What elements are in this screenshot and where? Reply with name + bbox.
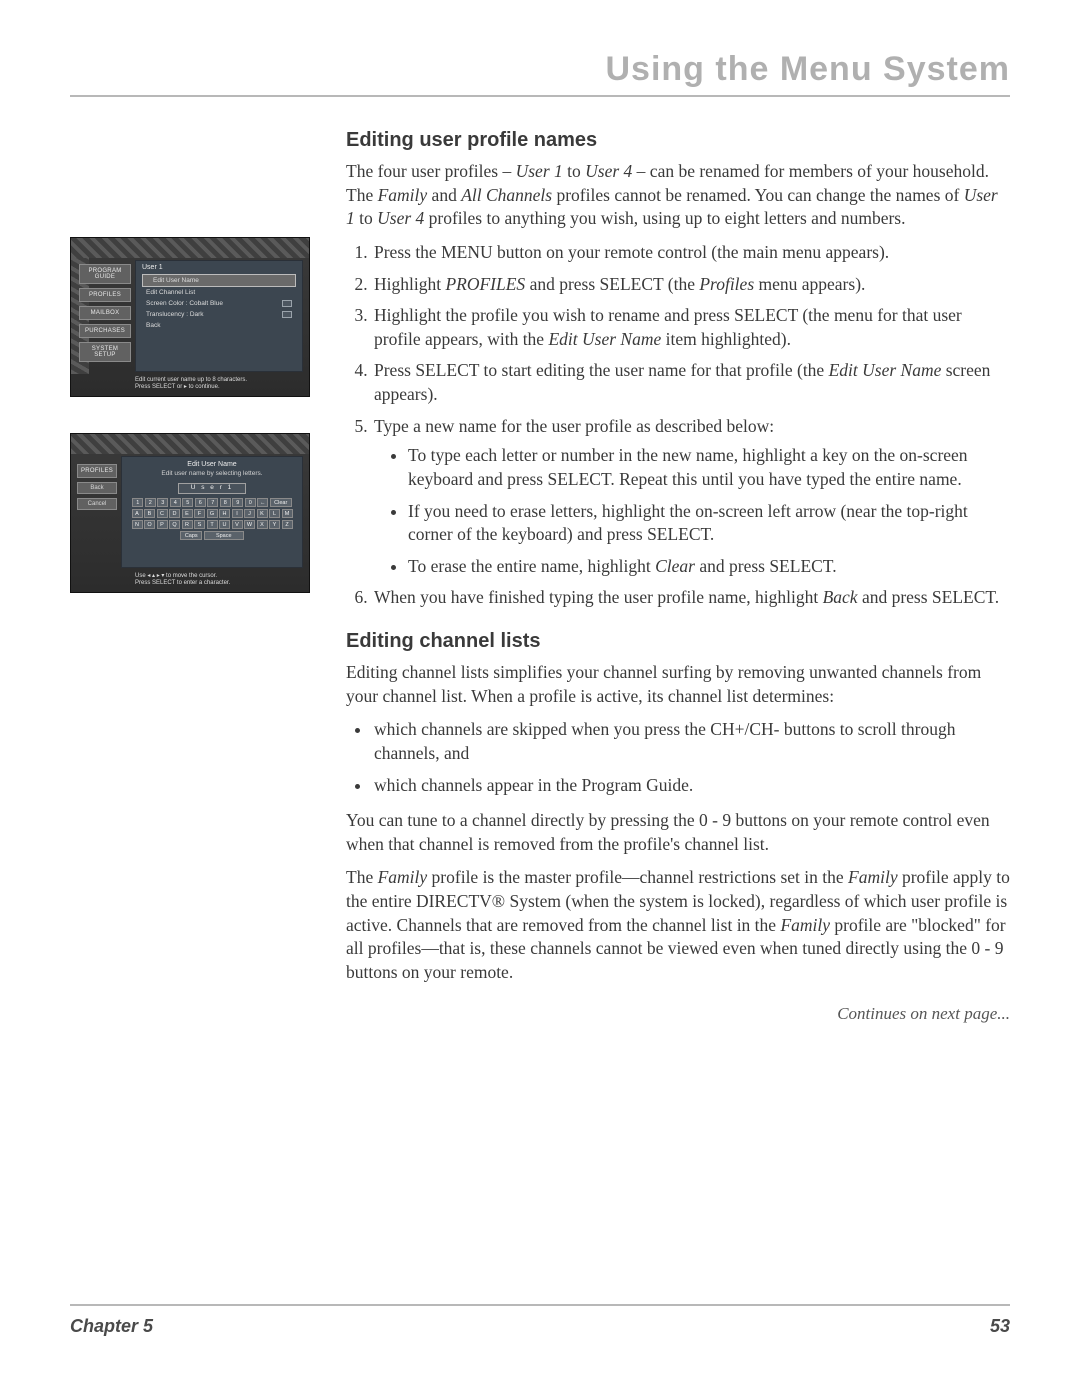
figure2-sub: Edit user name by selecting letters.: [122, 470, 302, 481]
content-column: Editing user profile names The four user…: [346, 127, 1010, 1025]
figure1-row: Back: [136, 320, 302, 331]
figure1-tab: PURCHASES: [79, 324, 131, 338]
keyboard-key: 0: [245, 498, 256, 507]
keyboard-key: B: [144, 509, 155, 518]
section2-p1: Editing channel lists simplifies your ch…: [346, 661, 1010, 708]
figure1-row: Screen Color : Cobalt Blue: [136, 298, 302, 309]
figures-column: PROGRAMGUIDEPROFILESMAILBOXPURCHASESSYST…: [70, 127, 310, 1025]
figure2-title: Edit User Name: [122, 457, 302, 470]
page-footer: Chapter 5 53: [70, 1304, 1010, 1337]
step-item: Press the MENU button on your remote con…: [372, 241, 1010, 265]
keyboard-key: H: [219, 509, 230, 518]
two-column-layout: PROGRAMGUIDEPROFILESMAILBOXPURCHASESSYST…: [70, 127, 1010, 1025]
keyboard-key: 4: [170, 498, 181, 507]
keyboard-key: K: [257, 509, 268, 518]
continues-note: Continues on next page...: [346, 1003, 1010, 1026]
figure2-side: Back: [77, 482, 117, 494]
sub-bullet: If you need to erase letters, highlight …: [408, 500, 1010, 547]
keyboard-key: Q: [169, 520, 180, 529]
keyboard-key: M: [282, 509, 293, 518]
keyboard-key: I: [232, 509, 243, 518]
keyboard-key: 9: [232, 498, 243, 507]
heading-edit-channel-lists: Editing channel lists: [346, 628, 1010, 655]
figure1-row: Edit User Name: [142, 274, 296, 287]
keyboard-key: 8: [220, 498, 231, 507]
keyboard-key: 5: [182, 498, 193, 507]
keyboard-key: 1: [132, 498, 143, 507]
keyboard-key: T: [207, 520, 218, 529]
section1-steps: Press the MENU button on your remote con…: [346, 241, 1010, 610]
sub-bullet: To erase the entire name, highlight Clea…: [408, 555, 1010, 579]
keyboard-key: D: [169, 509, 180, 518]
figure2-input: U s e r 1: [178, 483, 246, 494]
keyboard-key: 3: [157, 498, 168, 507]
keyboard-key: ←: [257, 498, 268, 507]
keyboard-key: U: [219, 520, 230, 529]
keyboard-key: G: [207, 509, 218, 518]
keyboard-key: R: [182, 520, 193, 529]
keyboard-key: Clear: [270, 498, 292, 507]
figure2-side: PROFILES: [77, 464, 117, 478]
section2-p3: The Family profile is the master profile…: [346, 866, 1010, 984]
keyboard-key: V: [232, 520, 243, 529]
figure1-tab: PROGRAMGUIDE: [79, 264, 131, 284]
section2-p2: You can tune to a channel directly by pr…: [346, 809, 1010, 856]
section1-intro: The four user profiles – User 1 to User …: [346, 160, 1010, 231]
step-item: Type a new name for the user profile as …: [372, 415, 1010, 579]
figure1-hint1: Edit current user name up to 8 character…: [135, 377, 303, 384]
figure2-hint2: Press SELECT to enter a character.: [135, 580, 303, 587]
sub-bullet: To type each letter or number in the new…: [408, 444, 1010, 491]
keyboard-key: F: [194, 509, 205, 518]
figure2-side: Cancel: [77, 498, 117, 510]
step-item: Highlight the profile you wish to rename…: [372, 304, 1010, 351]
figure1-tab: PROFILES: [79, 288, 131, 302]
section2-bullets: which channels are skipped when you pres…: [346, 718, 1010, 797]
keyboard-key: X: [257, 520, 268, 529]
footer-chapter: Chapter 5: [70, 1316, 153, 1337]
keyboard-key: N: [132, 520, 143, 529]
keyboard-key: S: [194, 520, 205, 529]
keyboard-key: 6: [195, 498, 206, 507]
step-item: Highlight PROFILES and press SELECT (the…: [372, 273, 1010, 297]
keyboard-key: L: [269, 509, 280, 518]
figure1-title: User 1: [136, 261, 302, 274]
keyboard-key: O: [144, 520, 155, 529]
figure1-tab: SYSTEMSETUP: [79, 342, 131, 362]
keyboard-key: Y: [269, 520, 280, 529]
figure-profile-menu: PROGRAMGUIDE PROFILES MAILBOX PURCHASES SYST…: [70, 237, 310, 397]
keyboard-key: J: [244, 509, 255, 518]
page-header-title: Using the Menu System: [70, 50, 1010, 97]
keyboard-key: Space: [204, 531, 244, 540]
figure1-row: Edit Channel List: [136, 287, 302, 298]
keyboard-key: W: [244, 520, 255, 529]
figure1-hint2: Press SELECT or ▸ to continue.: [135, 384, 303, 391]
section2-bullet: which channels appear in the Program Gui…: [372, 774, 1010, 798]
keyboard-key: Caps: [180, 531, 202, 540]
section2-bullet: which channels are skipped when you pres…: [372, 718, 1010, 765]
keyboard-key: E: [182, 509, 193, 518]
keyboard-key: 7: [207, 498, 218, 507]
heading-edit-profile-names: Editing user profile names: [346, 127, 1010, 154]
figure1-row: Translucency : Dark: [136, 309, 302, 320]
step-item: Press SELECT to start editing the user n…: [372, 359, 1010, 406]
keyboard-key: C: [157, 509, 168, 518]
figure1-tab: MAILBOX: [79, 306, 131, 320]
keyboard-key: 2: [145, 498, 156, 507]
keyboard-key: P: [157, 520, 168, 529]
step-item: When you have finished typing the user p…: [372, 586, 1010, 610]
figure2-hint1: Use ◂ ▴ ▸ ▾ to move the cursor.: [135, 573, 303, 580]
keyboard-key: A: [132, 509, 143, 518]
figure-keyboard: PROFILESBackCancel Edit User Name Edit u…: [70, 433, 310, 593]
keyboard-key: Z: [282, 520, 293, 529]
footer-page-number: 53: [990, 1316, 1010, 1337]
